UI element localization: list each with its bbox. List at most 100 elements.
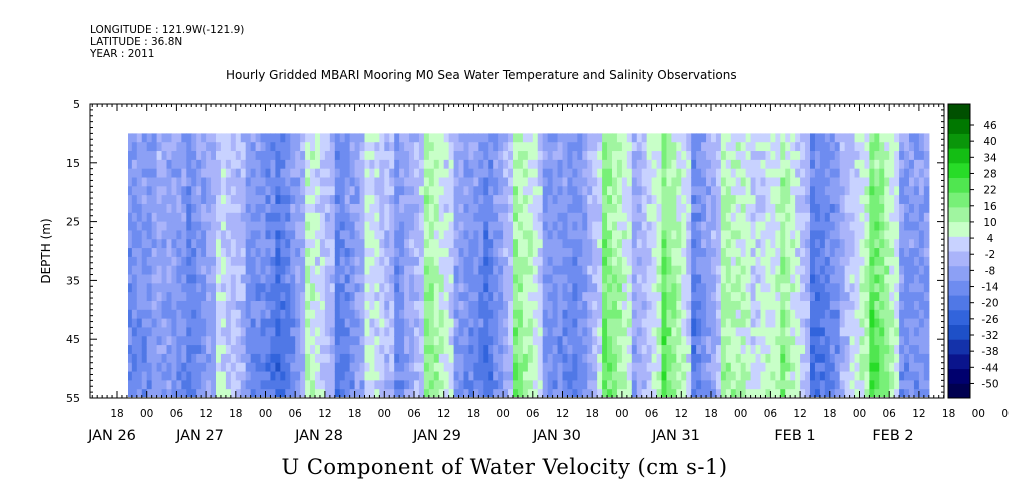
heatmap-cell (131, 309, 138, 320)
heatmap-cell (577, 327, 583, 337)
heatmap-cell (522, 274, 529, 284)
heatmap-cell (557, 353, 564, 364)
heatmap-cell (918, 151, 925, 161)
heatmap-cell (681, 283, 687, 293)
heatmap-cell (305, 362, 311, 373)
heatmap-cell (280, 142, 286, 152)
heatmap-cell (537, 142, 544, 152)
heatmap-cell (616, 133, 623, 143)
heatmap-cell (780, 380, 786, 390)
heatmap-cell (696, 133, 702, 143)
heatmap-cell (819, 230, 826, 240)
heatmap-cell (463, 274, 470, 284)
heatmap-cell (616, 380, 623, 390)
heatmap-cell (765, 221, 771, 232)
heatmap-cell (146, 371, 153, 381)
heatmap-cell (216, 300, 222, 311)
heatmap-cell (676, 283, 682, 293)
heatmap-cell (572, 318, 578, 329)
heatmap-cell (280, 265, 286, 276)
heatmap-cell (879, 292, 885, 302)
heatmap-cell (785, 292, 791, 302)
heatmap-cell (913, 345, 920, 355)
heatmap-cell (859, 362, 866, 373)
heatmap-cell (334, 239, 341, 249)
heatmap-cell (918, 159, 925, 170)
heatmap-cell (562, 239, 569, 249)
heatmap-cell (904, 371, 910, 381)
heatmap-cell (329, 168, 336, 179)
heatmap-cell (636, 256, 643, 267)
heatmap-cell (552, 203, 559, 214)
heatmap-cell (706, 336, 712, 346)
heatmap-cell (819, 318, 826, 329)
heatmap-cell (359, 133, 366, 143)
heatmap-cell (191, 309, 197, 320)
heatmap-cell (859, 203, 866, 214)
heatmap-cell (230, 300, 237, 311)
heatmap-cell (750, 327, 757, 337)
heatmap-cell (522, 371, 529, 381)
heatmap-cell (725, 380, 732, 390)
heatmap-cell (265, 142, 272, 152)
heatmap-cell (557, 203, 564, 214)
heatmap-cell (547, 371, 554, 381)
heatmap-cell (458, 248, 465, 258)
heatmap-cell (666, 177, 672, 187)
heatmap-cell (805, 151, 811, 161)
heatmap-cell (879, 133, 885, 143)
heatmap-cell (661, 248, 668, 258)
heatmap-cell (220, 371, 227, 381)
heatmap-cell (854, 256, 861, 267)
heatmap-cell (859, 195, 866, 205)
heatmap-cell (884, 292, 890, 302)
heatmap-cell (750, 177, 757, 187)
heatmap-cell (374, 221, 380, 232)
heatmap-cell (225, 168, 232, 179)
heatmap-cell (300, 203, 306, 214)
heatmap-cell (156, 168, 163, 179)
heatmap-cell (730, 248, 737, 258)
heatmap-cell (790, 309, 796, 320)
heatmap-cell (894, 159, 900, 170)
heatmap-cell (240, 371, 247, 381)
heatmap-cell (646, 318, 653, 329)
heatmap-cell (740, 265, 747, 276)
heatmap-cell (483, 371, 489, 381)
heatmap-cell (621, 327, 628, 337)
heatmap-cell (819, 380, 826, 390)
heatmap-cell (349, 274, 356, 284)
heatmap-cell (537, 300, 544, 311)
heatmap-cell (790, 168, 796, 179)
heatmap-cell (201, 221, 207, 232)
heatmap-cell (136, 353, 143, 364)
heatmap-cell (810, 345, 816, 355)
heatmap-cell (315, 186, 321, 196)
heatmap-cell (508, 195, 514, 205)
heatmap-cell (854, 248, 861, 258)
heatmap-cell (795, 327, 801, 337)
heatmap-cell (488, 345, 494, 355)
heatmap-cell (651, 151, 658, 161)
heatmap-cell (735, 283, 742, 293)
heatmap-cell (280, 230, 286, 240)
heatmap-cell (765, 133, 771, 143)
heatmap-cell (211, 389, 217, 397)
heatmap-cell (527, 248, 534, 258)
heatmap-cell (384, 371, 390, 381)
heatmap-cell (295, 283, 301, 293)
heatmap-cell (151, 380, 158, 390)
heatmap-cell (319, 336, 326, 346)
heatmap-cell (532, 186, 539, 196)
heatmap-cell (587, 133, 593, 143)
heatmap-cell (810, 353, 816, 364)
heatmap-cell (824, 309, 831, 320)
heatmap-cell (656, 203, 663, 214)
heatmap-cell (626, 345, 633, 355)
heatmap-cell (404, 265, 410, 276)
heatmap-cell (602, 186, 608, 196)
heatmap-cell (181, 300, 187, 311)
heatmap-cell (800, 371, 806, 381)
heatmap-cell (661, 221, 668, 232)
heatmap-cell (300, 292, 306, 302)
